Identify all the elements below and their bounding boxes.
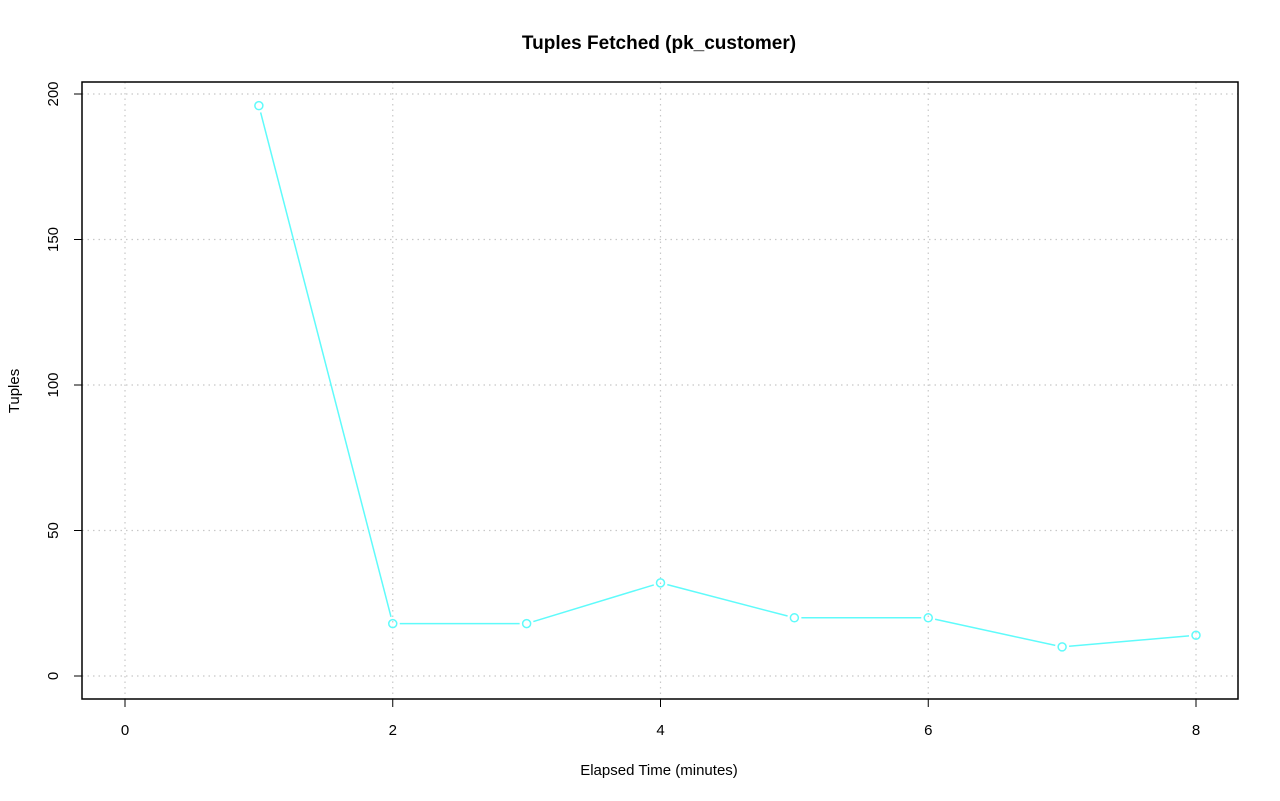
data-point <box>789 613 800 623</box>
x-tick-label: 0 <box>121 722 129 739</box>
chart-title: Tuples Fetched (pk_customer) <box>522 33 796 54</box>
y-axis: 0 50 100 150 200 <box>45 81 82 680</box>
x-axis-label: Elapsed Time (minutes) <box>580 762 738 779</box>
x-tick-label: 6 <box>924 722 932 739</box>
grid-lines <box>82 82 1238 699</box>
data-point <box>521 618 532 629</box>
data-point <box>254 100 264 111</box>
data-point <box>923 613 933 623</box>
x-axis: 0 2 4 6 8 <box>121 699 1200 739</box>
y-tick-label: 0 <box>45 672 62 680</box>
y-axis-label: Tuples <box>6 369 23 413</box>
data-point <box>388 618 398 629</box>
series-group <box>254 100 1201 652</box>
x-tick-label: 4 <box>656 722 664 739</box>
x-tick-label: 2 <box>389 722 397 739</box>
series-line-segment <box>259 112 392 618</box>
data-point <box>1057 642 1067 652</box>
y-tick-label: 100 <box>45 372 62 397</box>
y-tick-label: 150 <box>45 227 62 252</box>
series-line-segment <box>667 583 788 617</box>
x-tick-label: 8 <box>1192 722 1200 739</box>
series-line-segment <box>533 584 655 623</box>
data-point <box>1191 630 1201 641</box>
y-tick-label: 50 <box>45 522 62 539</box>
y-tick-label: 200 <box>45 81 62 106</box>
series-line-segment <box>1069 635 1190 648</box>
series-line-segment <box>934 618 1056 647</box>
data-point <box>655 578 666 588</box>
